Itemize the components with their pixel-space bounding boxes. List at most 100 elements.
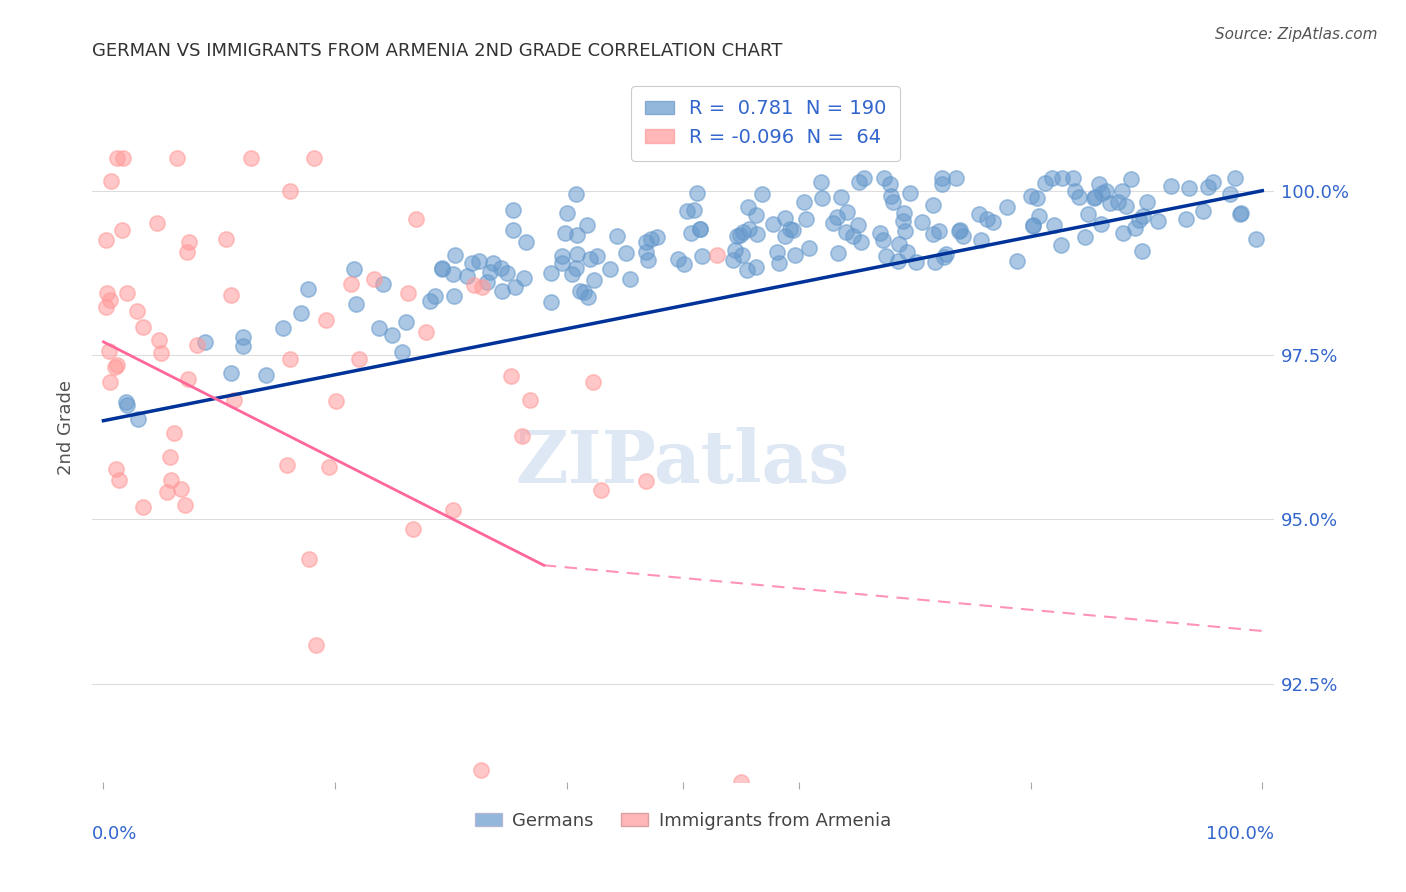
Point [879, 189, 901, 203]
Point [163, 426, 186, 441]
Point [1178, 181, 1201, 195]
Point [896, 245, 918, 260]
Point [105, 359, 128, 373]
Point [475, 275, 498, 289]
Point [115, 398, 138, 412]
Point [827, 246, 849, 260]
Point [114, 395, 136, 409]
Point [132, 500, 155, 515]
Text: Source: ZipAtlas.com: Source: ZipAtlas.com [1215, 27, 1378, 42]
Point [911, 215, 934, 229]
Point [443, 288, 465, 302]
Point [100, 293, 122, 308]
Point [1088, 177, 1111, 191]
Point [565, 186, 588, 201]
Point [1040, 170, 1063, 185]
Text: 0.0%: 0.0% [91, 825, 138, 843]
Point [575, 219, 598, 233]
Point [127, 303, 149, 318]
Point [636, 244, 658, 259]
Point [728, 227, 751, 242]
Point [810, 175, 832, 189]
Point [1064, 184, 1087, 198]
Point [893, 206, 915, 220]
Point [368, 320, 391, 334]
Point [766, 244, 789, 259]
Point [489, 261, 512, 276]
Point [995, 201, 1018, 215]
Point [773, 228, 796, 243]
Point [1067, 190, 1090, 204]
Point [1197, 179, 1219, 194]
Point [569, 284, 592, 298]
Point [94, 233, 117, 247]
Point [886, 254, 908, 268]
Point [298, 552, 321, 566]
Point [744, 260, 766, 274]
Point [159, 450, 181, 465]
Point [599, 261, 621, 276]
Point [830, 190, 852, 204]
Point [1202, 175, 1225, 189]
Point [969, 233, 991, 247]
Point [344, 297, 367, 311]
Point [848, 176, 870, 190]
Point [589, 483, 612, 497]
Point [297, 282, 319, 296]
Point [273, 321, 295, 335]
Point [891, 213, 914, 227]
Point [706, 247, 728, 261]
Point [873, 170, 896, 185]
Point [224, 393, 246, 408]
Point [115, 286, 138, 301]
Point [132, 320, 155, 334]
Point [1090, 218, 1112, 232]
Point [302, 151, 325, 165]
Point [636, 235, 658, 249]
Point [949, 223, 972, 237]
Point [1107, 194, 1129, 209]
Point [768, 256, 790, 270]
Point [735, 263, 758, 277]
Point [1062, 170, 1084, 185]
Point [401, 522, 423, 536]
Point [430, 260, 453, 275]
Point [904, 255, 927, 269]
Point [578, 252, 600, 266]
Point [343, 262, 366, 277]
Point [921, 227, 943, 241]
Point [1077, 206, 1099, 220]
Point [775, 211, 797, 225]
Point [363, 272, 385, 286]
Point [1094, 184, 1116, 198]
Point [461, 256, 484, 270]
Point [872, 234, 894, 248]
Point [156, 484, 179, 499]
Point [415, 325, 437, 339]
Legend: Germans, Immigrants from Armenia: Germans, Immigrants from Armenia [467, 805, 898, 837]
Point [935, 246, 957, 260]
Point [555, 206, 578, 220]
Point [683, 203, 706, 218]
Point [540, 266, 562, 280]
Point [825, 210, 848, 224]
Point [419, 294, 441, 309]
Point [1043, 218, 1066, 232]
Point [471, 280, 494, 294]
Point [1244, 232, 1267, 246]
Point [606, 229, 628, 244]
Point [100, 174, 122, 188]
Point [1099, 195, 1122, 210]
Point [127, 412, 149, 426]
Point [945, 171, 967, 186]
Point [981, 215, 1004, 229]
Point [797, 241, 820, 255]
Point [443, 248, 465, 262]
Point [565, 260, 588, 275]
Point [1049, 238, 1071, 252]
Point [371, 277, 394, 291]
Point [1136, 195, 1159, 210]
Point [783, 248, 806, 262]
Point [1005, 253, 1028, 268]
Point [105, 462, 128, 476]
